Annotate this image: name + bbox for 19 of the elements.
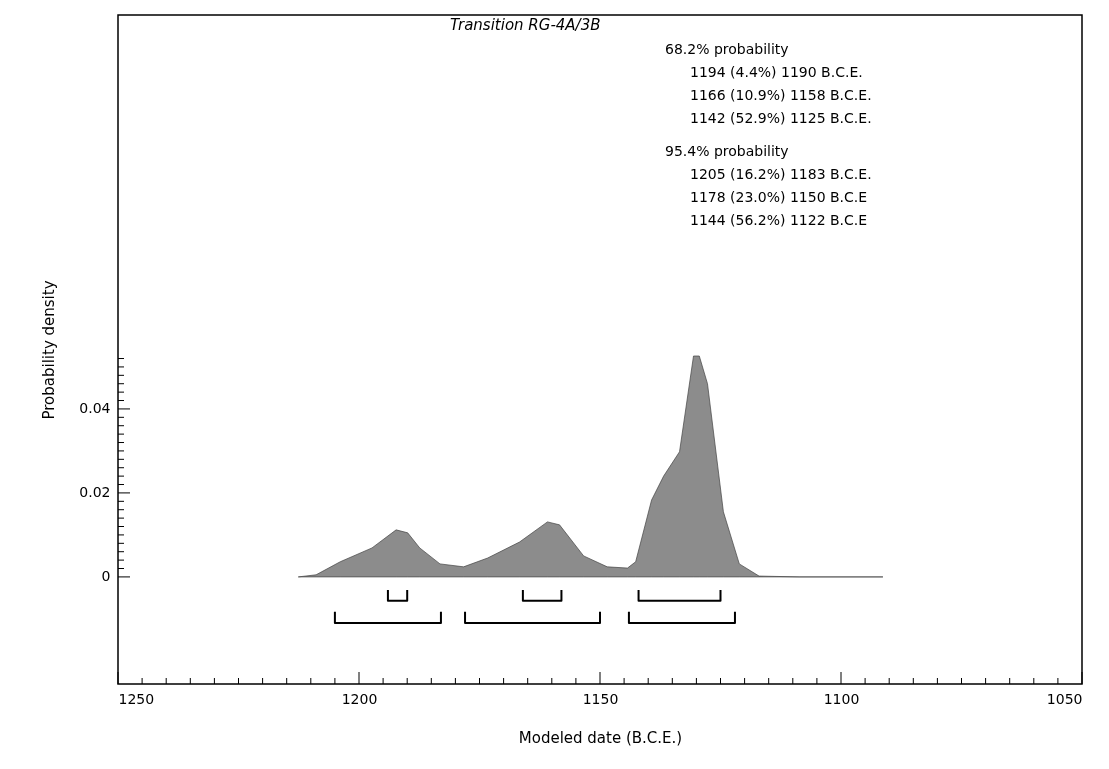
- annotation: 1205 (16.2%) 1183 B.C.E.: [690, 166, 872, 182]
- x-tick-label: 1050: [1046, 690, 1083, 707]
- annotation: 68.2% probability: [665, 41, 789, 57]
- x-tick-label: 1200: [341, 690, 378, 707]
- x-tick-label: 1250: [118, 690, 155, 707]
- x-tick-label: 1100: [823, 690, 860, 707]
- y-tick-label: 0.02: [79, 484, 111, 501]
- x-tick-label: 1150: [582, 690, 619, 707]
- y-axis-title: Probability density: [40, 280, 59, 420]
- annotation: 1178 (23.0%) 1150 B.C.E: [690, 189, 868, 205]
- y-tick-label: 0.04: [79, 400, 111, 417]
- y-tick-label: 0: [101, 568, 111, 585]
- annotation: 1194 (4.4%) 1190 B.C.E.: [690, 64, 863, 80]
- annotation: 95.4% probability: [665, 143, 789, 159]
- annotation: 1166 (10.9%) 1158 B.C.E.: [690, 87, 872, 103]
- x-axis-title: Modeled date (B.C.E.): [518, 728, 683, 747]
- annotation: 1144 (56.2%) 1122 B.C.E: [690, 212, 868, 228]
- chart-title: Transition RG-4A/3B: [450, 16, 601, 34]
- annotation: 1142 (52.9%) 1125 B.C.E.: [690, 110, 872, 126]
